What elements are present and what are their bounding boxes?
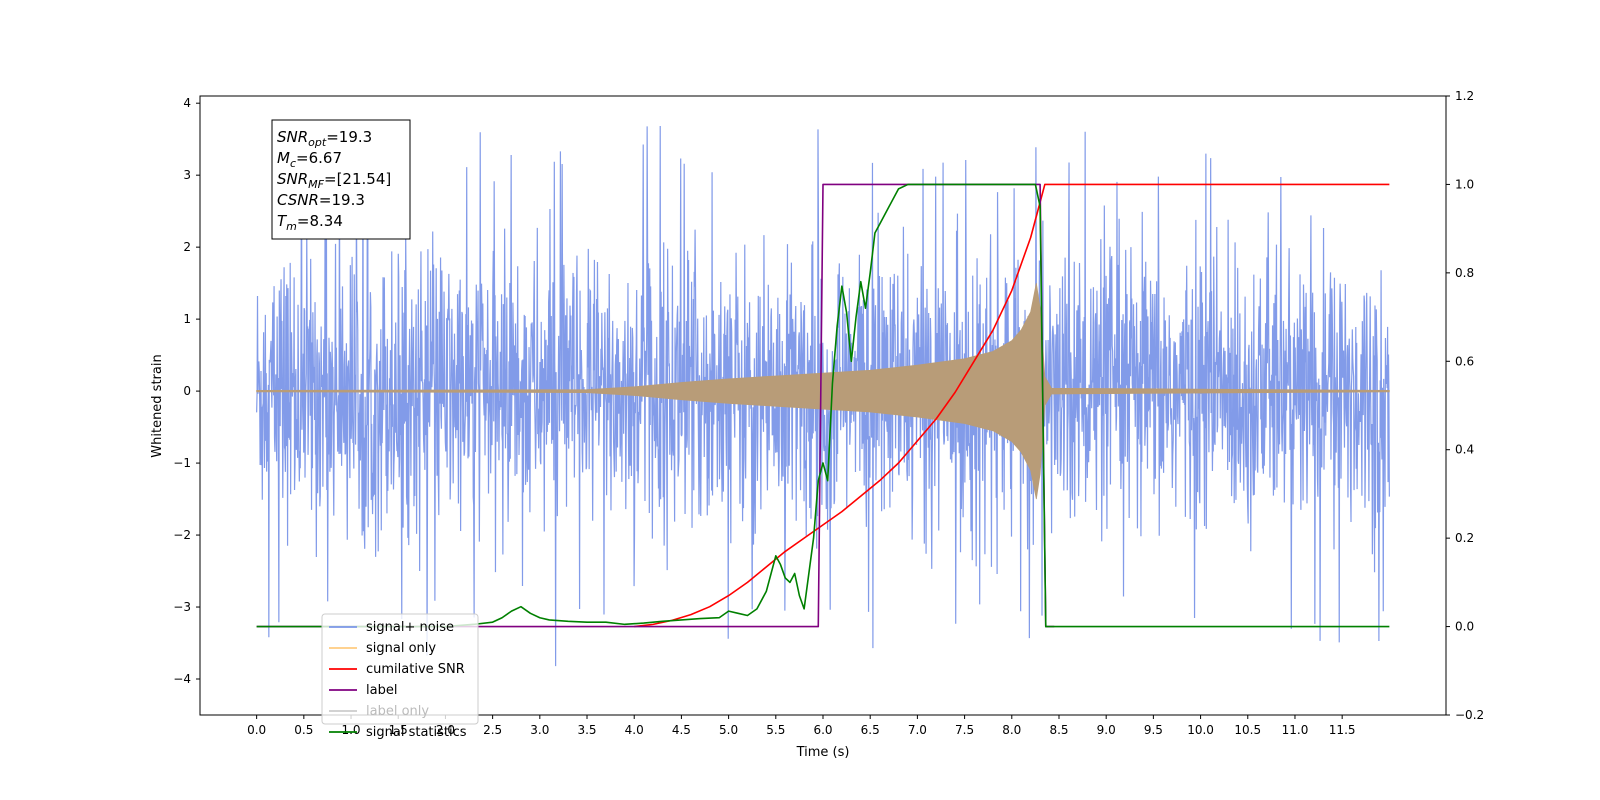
x-tick-label: 3.5	[577, 723, 596, 737]
x-tick-label: 10.5	[1234, 723, 1261, 737]
x-tick-label: 6.5	[861, 723, 880, 737]
x-tick-label: 2.0	[436, 723, 455, 737]
y2-tick-label: 1.0	[1455, 177, 1474, 191]
x-tick-label: 11.5	[1329, 723, 1356, 737]
x-tick-label: 2.5	[483, 723, 502, 737]
x-tick-label: 5.0	[719, 723, 738, 737]
legend-label-signal-only: signal only	[366, 641, 436, 656]
series-line-signal-statistics	[256, 183, 1390, 628]
x-tick-label: 9.0	[1097, 723, 1116, 737]
x-tick-label: 7.5	[955, 723, 974, 737]
legend-label-signal-statistics: signal statistics	[366, 725, 467, 740]
legend-label-label-only: label only	[366, 704, 429, 719]
legend-frame	[321, 613, 479, 725]
y-tick-label: −4	[173, 672, 191, 686]
y2-tick-label: 0.8	[1455, 266, 1474, 280]
x-tick-label: 7.0	[908, 723, 927, 737]
annotation-line: SNRopt=19.3	[277, 128, 372, 149]
y2-tick-label: 0.4	[1455, 443, 1474, 457]
y-tick-label: 0	[183, 384, 191, 398]
plot-area	[256, 125, 1390, 667]
y-tick-label: 1	[183, 312, 191, 326]
y-axis-left: 4 3 2 1 0 −1 −2 −3 −4	[173, 96, 200, 686]
x-tick-label: 4.0	[625, 723, 644, 737]
x-tick-label: 5.5	[766, 723, 785, 737]
series-line-signal-noise	[256, 125, 1390, 667]
y-axis-right: 1.2 1.0 0.8 0.6 0.4 0.2 0.0 −0.2	[1446, 89, 1484, 722]
y2-tick-label: 1.2	[1455, 89, 1474, 103]
annotation-frame	[271, 119, 411, 240]
y-tick-label: 3	[183, 168, 191, 182]
y2-tick-label: 0.6	[1455, 354, 1474, 368]
y-tick-label: −1	[173, 456, 191, 470]
x-axis: 0.0 0.5 1.0 1.5 2.0 2.5 3.0 3.5 4.0 4.5 5.0 5.5 6.0 6…	[247, 715, 1356, 737]
x-axis-label: Time (s)	[796, 745, 850, 760]
x-tick-label: 8.0	[1002, 723, 1021, 737]
x-tick-label: 0.0	[247, 723, 266, 737]
legend-label-cumilative-snr: cumilative SNR	[366, 662, 465, 677]
legend-label-label: label	[366, 683, 397, 698]
stats-annotation-box: SNRopt=19.3Mc=6.67SNRMF=[21.54]CSNR=19.3…	[271, 119, 411, 240]
y-tick-label: 4	[183, 96, 191, 110]
x-tick-label: 4.5	[672, 723, 691, 737]
annotation-line: CSNR=19.3	[277, 191, 365, 209]
x-tick-label: 1.5	[389, 723, 408, 737]
y-tick-label: −2	[173, 528, 191, 542]
series-line-cumilative-snr	[634, 183, 1390, 628]
x-tick-label: 11.0	[1282, 723, 1309, 737]
x-tick-label: 9.5	[1144, 723, 1163, 737]
x-tick-label: 0.5	[294, 723, 313, 737]
x-tick-label: 1.0	[341, 723, 360, 737]
annotation-line: SNRMF=[21.54]	[277, 170, 391, 191]
x-tick-label: 6.0	[813, 723, 832, 737]
series-area-signal-only	[256, 283, 1390, 500]
x-tick-label: 8.5	[1049, 723, 1068, 737]
y-axis-label: Whitened strain	[150, 354, 165, 457]
y-tick-label: 2	[183, 240, 191, 254]
y2-tick-label: 0.2	[1455, 531, 1474, 545]
legend: signal+ noise signal only cumilative SNR la…	[321, 613, 479, 740]
legend-label-signal-noise: signal+ noise	[366, 620, 454, 635]
annotation-line: Tm=8.34	[277, 212, 343, 233]
y-tick-label: −3	[173, 600, 191, 614]
x-tick-label: 10.0	[1187, 723, 1214, 737]
annotation-line: Mc=6.67	[277, 149, 342, 170]
y2-tick-label: 0.0	[1455, 620, 1474, 634]
y2-tick-label: −0.2	[1455, 708, 1484, 722]
x-tick-label: 3.0	[530, 723, 549, 737]
